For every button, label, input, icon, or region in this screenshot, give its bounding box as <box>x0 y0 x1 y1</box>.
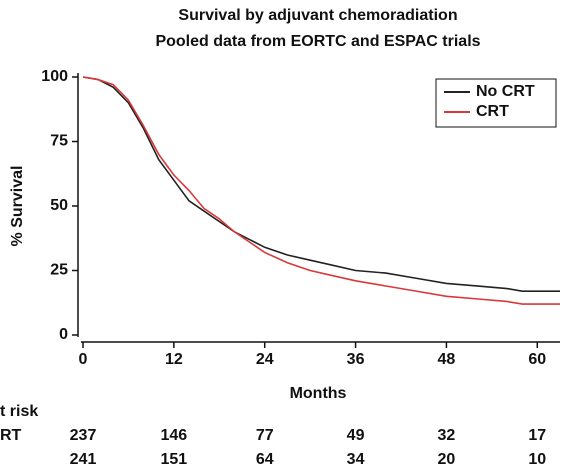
risk-count: 64 <box>256 451 274 468</box>
risk-row-label: RT <box>0 427 22 444</box>
legend-box <box>435 78 557 128</box>
x-tick-label: 0 <box>79 351 88 368</box>
legend-label: CRT <box>476 103 509 120</box>
risk-count: 34 <box>347 451 365 468</box>
y-tick-label: 100 <box>41 68 68 85</box>
x-tick-label: 12 <box>165 351 183 368</box>
risk-count: 20 <box>438 451 456 468</box>
y-tick-label: 25 <box>50 262 68 279</box>
x-tick-label: 60 <box>528 351 546 368</box>
x-tick-label: 24 <box>256 351 274 368</box>
risk-count: 32 <box>438 427 456 444</box>
risk-count: 49 <box>347 427 365 444</box>
risk-count: 241 <box>70 451 97 468</box>
x-axis-label: Months <box>290 385 347 402</box>
risk-count: 146 <box>161 427 188 444</box>
risk-table-title: t risk <box>0 403 38 420</box>
chart-title: Survival by adjuvant chemoradiation <box>178 7 457 24</box>
survival-curve <box>82 76 560 305</box>
x-tick-label: 36 <box>347 351 365 368</box>
survival-curve <box>82 76 560 292</box>
chart-subtitle: Pooled data from EORTC and ESPAC trials <box>155 33 480 50</box>
y-axis-label: % Survival <box>9 166 26 247</box>
x-tick-label: 48 <box>438 351 456 368</box>
legend-label: No CRT <box>476 83 535 100</box>
y-tick-label: 0 <box>59 326 68 343</box>
risk-count: 151 <box>161 451 188 468</box>
y-tick-label: 75 <box>50 133 68 150</box>
risk-count: 17 <box>528 427 546 444</box>
risk-count: 77 <box>256 427 274 444</box>
y-tick-label: 50 <box>50 197 68 214</box>
risk-count: 237 <box>70 427 97 444</box>
risk-count: 10 <box>528 451 546 468</box>
